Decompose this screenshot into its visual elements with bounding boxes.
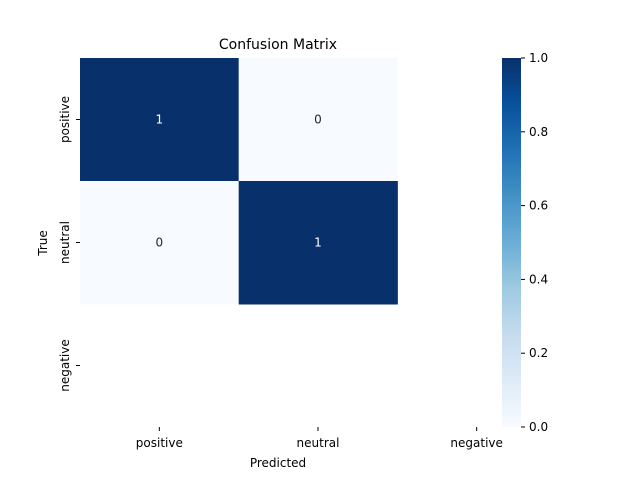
heatmap-cell-r0-c0 xyxy=(80,58,240,182)
y-axis-label: True xyxy=(36,230,50,257)
x-tick-label: positive xyxy=(136,436,183,450)
colorbar xyxy=(502,58,521,427)
heatmap-cell-r1-c1 xyxy=(238,181,398,305)
y-tick-label: positive xyxy=(58,96,72,143)
cell-value-label: 1 xyxy=(156,113,164,127)
colorbar-tick-label: 0.2 xyxy=(529,346,548,360)
chart-title: Confusion Matrix xyxy=(219,37,337,53)
y-tick-label: negative xyxy=(58,339,72,391)
colorbar-tick-label: 0.0 xyxy=(529,420,548,434)
x-tick-label: negative xyxy=(450,436,502,450)
cell-value-label: 0 xyxy=(156,236,164,250)
colorbar-tick-label: 0.8 xyxy=(529,125,548,139)
y-axis: positive neutral negative xyxy=(58,96,80,392)
x-axis: positive neutral negative xyxy=(136,427,503,450)
colorbar-axis: 0.0 0.2 0.4 0.6 0.8 1.0 xyxy=(521,51,548,434)
colorbar-tick-label: 1.0 xyxy=(529,51,548,65)
colorbar-tick-label: 0.6 xyxy=(529,199,548,213)
x-axis-label: Predicted xyxy=(250,456,306,470)
x-tick-label: neutral xyxy=(297,436,340,450)
cell-value-label: 1 xyxy=(314,236,322,250)
heatmap-cell-r1-c0 xyxy=(80,181,240,305)
colorbar-tick-label: 0.4 xyxy=(529,272,548,286)
cell-value-label: 0 xyxy=(314,113,322,127)
y-tick-label: neutral xyxy=(58,221,72,264)
heatmap-cell-labels: 1 0 0 1 xyxy=(156,113,322,250)
heatmap-cells xyxy=(80,58,398,305)
heatmap-cell-r0-c1 xyxy=(238,58,398,182)
